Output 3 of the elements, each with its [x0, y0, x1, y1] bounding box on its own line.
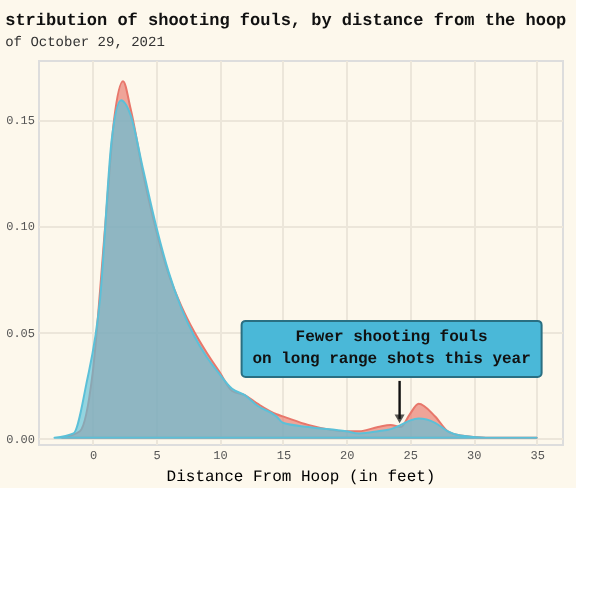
annotation: Fewer shooting fouls on long range shots this year — [252, 328, 532, 369]
chart-title: stribution of shooting fouls, by distance from the hoop — [5, 11, 567, 31]
x-axis-title: Distance From Hoop (in feet) — [166, 469, 436, 487]
